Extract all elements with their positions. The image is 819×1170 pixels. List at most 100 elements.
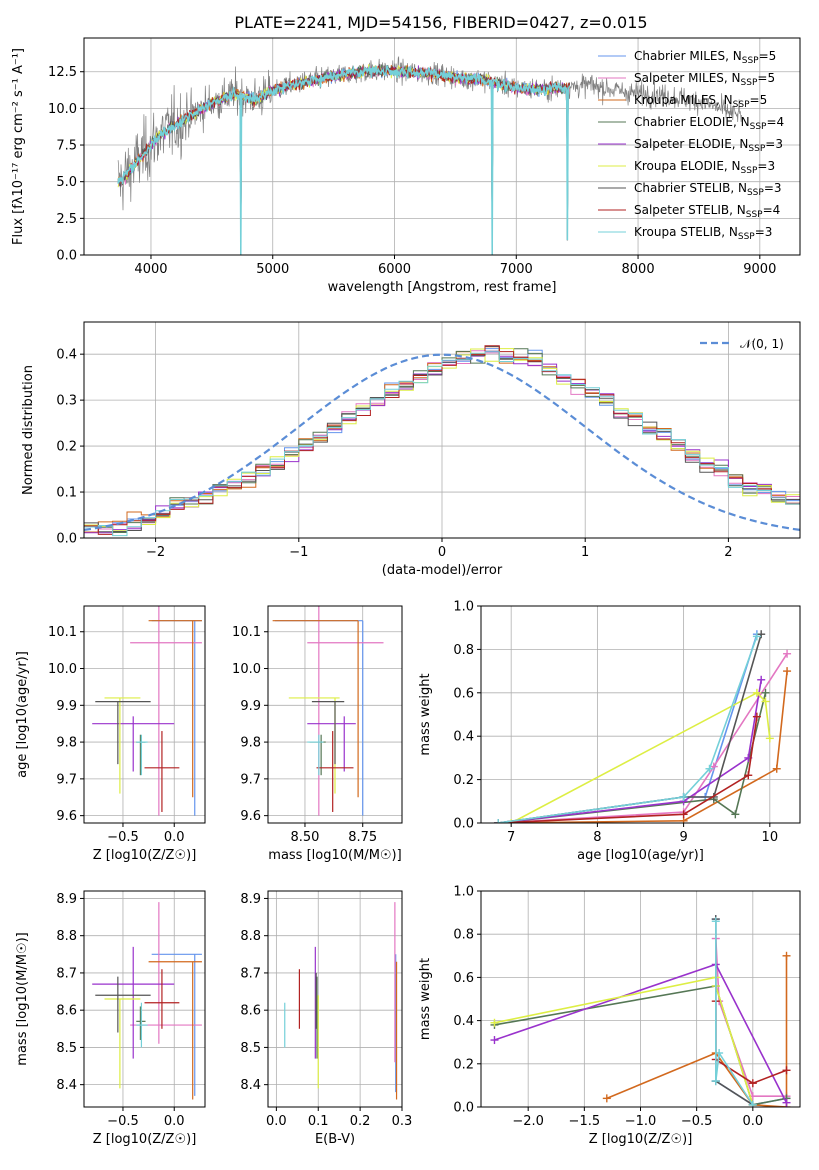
y-tick-label: 9.9 (56, 699, 77, 714)
weight-marker (783, 649, 792, 658)
weight-line-5 (498, 679, 762, 823)
age-vs-mass-panel: 8.50 8.75 9.6 9.7 9.8 9.9 10.0 10.1 mass [log10(… (232, 605, 403, 863)
x-tick-label: 8.75 (348, 830, 377, 845)
x-axis-label: Z [log10(Z/Z☉)] (589, 1132, 693, 1147)
x-tick-label: −0.5 (107, 1114, 139, 1129)
x-tick-label: 0 (438, 545, 446, 560)
y-tick-label: 8.5 (240, 1041, 261, 1056)
model-spectrum-9 (117, 65, 571, 255)
y-tick-label: 8.7 (56, 966, 77, 981)
x-axis-label: E(B-V) (315, 1132, 355, 1147)
errorbar-point (148, 620, 202, 798)
plot-area (494, 630, 792, 823)
model-spectrum-1 (117, 66, 571, 255)
legend-entry: Kroupa STELIB, NSSP=3 (634, 225, 772, 242)
plot-area (92, 606, 202, 816)
legend-entry: Chabrier MILES, NSSP=5 (634, 49, 776, 66)
axes-frame (83, 605, 206, 824)
x-tick-label: 2 (724, 545, 732, 560)
weight-line-7 (498, 633, 762, 823)
weight-marker (715, 1049, 724, 1057)
y-tick-label: 9.8 (240, 736, 261, 751)
x-tick-label: 6000 (378, 262, 411, 277)
weight-marker (705, 764, 714, 773)
x-tick-label: 1 (581, 545, 589, 560)
x-tick-label: −2 (146, 545, 165, 560)
weight-marker (782, 951, 791, 960)
x-tick-label: 0.0 (266, 1114, 287, 1129)
errorbar-point (311, 701, 345, 765)
weight-line-9 (498, 636, 758, 823)
x-tick-label: 9 (679, 830, 687, 845)
weight-marker (711, 1077, 720, 1086)
mass-vs-metallicity-panel: −0.5 0.0 8.4 8.5 8.6 8.7 8.8 8.9 Z [log10(Z/Z☉)]… (15, 890, 206, 1147)
x-axis-label: mass [log10(M/M☉)] (268, 848, 401, 863)
legend-entry: Chabrier STELIB, NSSP=3 (634, 181, 782, 198)
grid (268, 891, 403, 1107)
errorbar-point (136, 734, 148, 776)
axes-frame (267, 890, 403, 1108)
legend-entry: Salpeter ELODIE, NSSP=3 (634, 137, 783, 154)
model-spectrum-8 (117, 65, 570, 255)
weight-vs-age-panel: 7 8 9 10 0.0 0.2 0.4 0.6 0.8 1.0 age [log10(age/yr… (418, 600, 801, 863)
errorbar-point (148, 961, 202, 1100)
y-tick-label: 0.6 (453, 686, 474, 701)
plot-area (84, 345, 800, 537)
y-tick-label: 12.5 (48, 65, 77, 80)
grid (84, 322, 800, 539)
x-tick-label: 0.3 (392, 1114, 413, 1129)
plot-area (117, 55, 742, 255)
y-tick-label: 9.6 (240, 809, 261, 824)
x-tick-label: −1 (289, 545, 308, 560)
weight-marker (765, 734, 774, 743)
plot-area (272, 606, 384, 816)
weight-marker (752, 632, 761, 641)
plot-area (92, 902, 202, 1100)
errorbar-point (307, 734, 324, 776)
y-tick-label: 10.1 (48, 625, 77, 640)
y-tick-label: 7.5 (56, 139, 77, 154)
errorbar-point (272, 620, 359, 798)
residual-histogram-9 (84, 351, 800, 537)
errorbar-point (136, 1002, 148, 1048)
y-tick-label: 0.0 (56, 249, 77, 264)
figure-title: PLATE=2241, MJD=54156, FIBERID=0427, z=0… (234, 13, 647, 32)
weight-vs-metallicity-panel: −2.0 −1.5 −1.0 −0.5 0.0 0.0 0.2 0.4 0.6 0.8 1.0 Z [… (418, 885, 801, 1147)
weight-line-9 (715, 921, 754, 1106)
errorbar-point (307, 716, 356, 772)
axes-frame (267, 605, 403, 824)
errorbar-point (104, 998, 141, 1089)
weight-marker (761, 688, 770, 697)
axes-frame (480, 605, 801, 824)
errorbar-point (92, 946, 175, 1059)
weight-marker (748, 1100, 757, 1107)
x-axis-label: wavelength [Angstrom, rest frame] (328, 280, 557, 295)
weight-line-2 (715, 938, 787, 1097)
y-tick-label: 8.6 (56, 1004, 77, 1019)
model-spectrum-7 (117, 64, 571, 255)
y-tick-label: 0.0 (56, 532, 77, 547)
y-axis-label: Flux [fλ10⁻¹⁷ erg cm⁻² s⁻¹ A⁻¹] (11, 48, 26, 245)
grid (481, 605, 800, 824)
y-tick-label: 1.0 (453, 885, 474, 900)
y-tick-label: 8.6 (240, 1004, 261, 1019)
y-axis-label: Normed distribution (21, 365, 36, 495)
weight-marker (490, 1018, 499, 1027)
model-spectrum-6 (117, 64, 571, 255)
plot-area (284, 902, 398, 1100)
normal-curve (84, 353, 800, 531)
axes-frame (83, 890, 206, 1108)
weight-marker (783, 667, 792, 676)
axes-frame (83, 321, 801, 539)
y-tick-label: 5.0 (56, 175, 77, 190)
y-tick-label: 0.4 (453, 1014, 474, 1029)
y-tick-label: 8.5 (56, 1041, 77, 1056)
y-tick-label: 0.2 (56, 440, 77, 455)
errorbar-point (144, 969, 180, 1029)
x-axis-label: (data-model)/error (382, 563, 503, 578)
y-tick-label: 8.4 (56, 1078, 77, 1093)
weight-marker (757, 675, 766, 684)
y-tick-label: 9.9 (240, 699, 261, 714)
grid (84, 606, 205, 823)
